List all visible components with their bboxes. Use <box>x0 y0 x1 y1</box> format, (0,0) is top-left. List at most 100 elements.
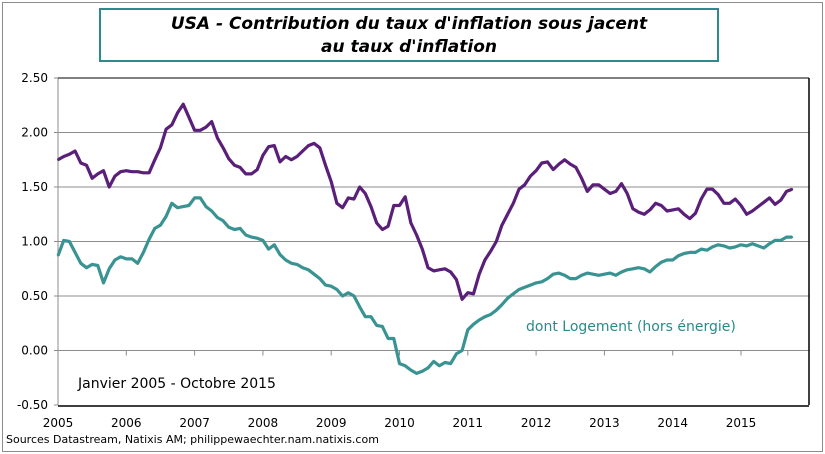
data-point <box>347 196 350 199</box>
data-point <box>170 123 173 126</box>
data-point <box>313 142 316 145</box>
data-point <box>455 278 458 281</box>
data-point <box>609 272 612 275</box>
data-point <box>57 158 59 161</box>
x-tick-label: 2006 <box>111 416 142 430</box>
data-point <box>108 186 111 188</box>
data-point <box>461 298 464 301</box>
data-point <box>660 204 663 207</box>
data-point <box>603 188 606 191</box>
data-point <box>569 277 572 280</box>
x-tick-label: 2013 <box>589 416 620 430</box>
data-point <box>774 203 777 206</box>
data-point <box>204 205 207 208</box>
data-point <box>751 209 754 212</box>
data-point <box>370 315 373 318</box>
data-point <box>643 267 646 270</box>
data-point <box>500 303 503 306</box>
data-point <box>506 213 509 216</box>
data-point <box>728 202 731 205</box>
data-point <box>444 361 447 364</box>
data-point <box>290 262 293 265</box>
data-point <box>785 236 788 239</box>
data-point <box>688 217 691 220</box>
y-tick-label: 2.50 <box>21 71 48 85</box>
data-point <box>489 250 492 253</box>
data-point <box>603 273 606 276</box>
data-point <box>472 292 475 295</box>
data-point <box>643 213 646 216</box>
data-point <box>187 116 190 119</box>
data-point <box>335 288 338 291</box>
data-point <box>705 249 708 252</box>
data-point <box>341 295 344 297</box>
data-point <box>500 224 503 227</box>
data-point <box>614 190 617 193</box>
data-point <box>489 313 492 316</box>
data-point <box>523 183 526 186</box>
data-point <box>404 195 407 198</box>
data-point <box>688 251 691 254</box>
data-point <box>779 239 782 242</box>
data-point <box>472 323 475 326</box>
data-point <box>705 188 708 191</box>
data-point <box>392 204 395 207</box>
data-point <box>85 266 88 269</box>
data-point <box>250 172 253 175</box>
data-point <box>307 268 310 271</box>
data-point <box>711 245 714 248</box>
data-point <box>227 157 230 160</box>
data-point <box>478 273 481 276</box>
data-point <box>745 244 748 247</box>
data-point <box>626 192 629 195</box>
data-point <box>734 197 737 200</box>
data-point <box>301 266 304 269</box>
data-point <box>273 243 276 246</box>
data-point <box>609 192 612 195</box>
data-point <box>518 288 521 291</box>
data-point <box>426 366 429 369</box>
data-point <box>631 267 634 270</box>
data-point <box>113 175 116 178</box>
data-point <box>529 284 532 287</box>
data-point <box>580 177 583 180</box>
data-point <box>222 219 225 222</box>
data-point <box>153 227 156 230</box>
data-point <box>637 266 640 269</box>
data-point <box>370 205 373 208</box>
data-point <box>717 193 720 196</box>
data-point <box>421 370 424 373</box>
data-point <box>426 266 429 269</box>
data-point <box>193 196 196 199</box>
data-point <box>478 318 481 321</box>
data-point <box>204 126 207 129</box>
data-point <box>352 295 355 297</box>
data-point <box>762 247 765 250</box>
data-point <box>142 251 145 254</box>
data-point <box>102 281 105 284</box>
data-point <box>130 170 133 173</box>
data-point <box>438 364 441 367</box>
data-point <box>256 237 259 240</box>
y-tick-label: 0.50 <box>21 289 48 303</box>
data-point <box>125 169 128 172</box>
data-point <box>136 170 139 173</box>
data-point <box>278 160 281 163</box>
data-point <box>449 271 452 274</box>
data-point <box>586 190 589 193</box>
data-point <box>529 175 532 178</box>
data-point <box>666 209 669 212</box>
data-point <box>91 263 94 266</box>
data-point <box>165 128 168 131</box>
data-point <box>768 196 771 199</box>
data-point <box>62 239 65 242</box>
data-point <box>176 111 179 114</box>
data-point <box>358 305 361 308</box>
data-point <box>762 201 765 204</box>
data-point <box>415 372 418 375</box>
data-point <box>432 360 435 363</box>
y-tick-label: -0.50 <box>17 398 48 412</box>
data-point <box>683 252 686 255</box>
data-point <box>267 145 270 148</box>
data-point <box>102 169 105 172</box>
